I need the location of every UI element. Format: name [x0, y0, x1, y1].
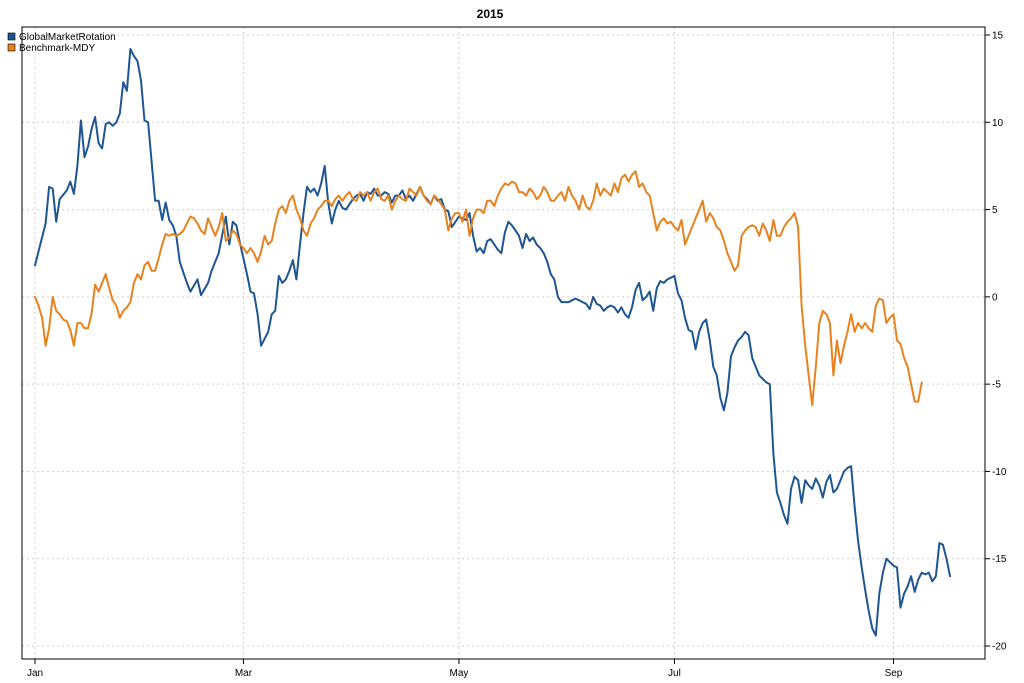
- series-line-globalmarketrotation: [34, 48, 951, 637]
- x-axis: Jan Mar May Jul Sep: [27, 659, 903, 679]
- y-tick-label: -10: [992, 467, 1007, 478]
- y-axis: 15 10 5 0 -5 -10 -15 -20: [985, 31, 1007, 653]
- y-tick-label: -15: [992, 554, 1007, 565]
- y-tick-label: 5: [992, 205, 998, 216]
- legend-label: Benchmark-MDY: [19, 43, 95, 54]
- series-layer: [34, 48, 951, 637]
- chart-title: 2015: [477, 7, 504, 21]
- y-tick-label: 10: [992, 118, 1004, 129]
- y-tick-label: 0: [992, 292, 998, 303]
- x-tick-label: Sep: [885, 668, 903, 679]
- grid-layer: [22, 27, 985, 659]
- series-line-benchmark-mdy: [34, 170, 923, 407]
- legend-label: GlobalMarketRotation: [19, 32, 116, 43]
- x-tick-label: May: [449, 668, 468, 679]
- legend-swatch: [7, 43, 16, 52]
- x-tick-label: Jul: [668, 668, 681, 679]
- y-tick-label: -20: [992, 642, 1007, 653]
- y-tick-label: 15: [992, 31, 1004, 42]
- legend-swatch: [7, 32, 16, 41]
- plot-frame: [21, 26, 986, 660]
- x-tick-label: Mar: [235, 668, 253, 679]
- x-tick-label: Jan: [27, 668, 43, 679]
- y-tick-label: -5: [992, 380, 1001, 391]
